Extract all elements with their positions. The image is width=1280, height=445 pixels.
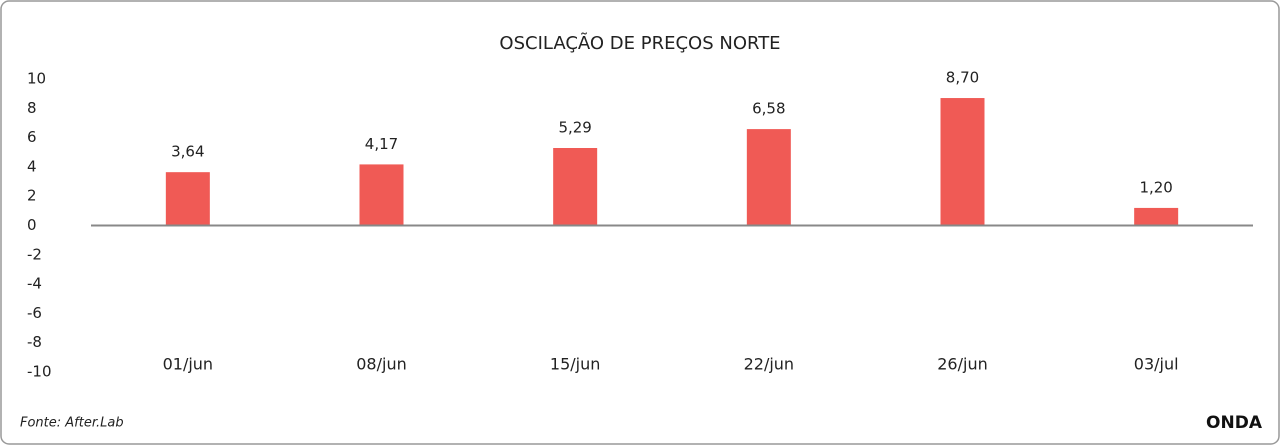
bar	[359, 164, 404, 226]
y-tick-label: -6	[27, 304, 42, 322]
value-label: 4,17	[365, 135, 398, 153]
value-label: 5,29	[558, 119, 591, 137]
bar	[553, 148, 598, 226]
value-label: 1,20	[1139, 178, 1172, 196]
value-label: 8,70	[946, 69, 979, 87]
x-tick-label: 22/jun	[744, 355, 794, 374]
bar	[746, 129, 791, 226]
value-label: 3,64	[171, 143, 204, 161]
brand-logo: ONDA	[1206, 413, 1263, 433]
x-tick-label: 26/jun	[937, 355, 987, 374]
bar	[1134, 207, 1179, 226]
y-tick-label: -4	[27, 275, 42, 293]
source: Fonte: After.Lab	[20, 416, 124, 431]
value-label: 6,58	[752, 100, 785, 118]
y-tick-label: -10	[27, 363, 52, 381]
y-tick-label: 0	[27, 216, 37, 234]
y-tick-label: -2	[27, 245, 42, 263]
bar	[165, 172, 210, 226]
y-tick-label: 10	[27, 70, 46, 88]
y-tick-label: 2	[27, 187, 37, 205]
y-tick-label: 6	[27, 128, 37, 146]
x-tick-label: 03/jul	[1134, 355, 1179, 374]
x-tick-label: 08/jun	[356, 355, 406, 374]
chart-title: OSCILAÇÃO DE PREÇOS NORTE	[499, 32, 780, 54]
y-tick-label: 8	[27, 99, 37, 117]
y-tick-label: 4	[27, 157, 37, 175]
x-tick-label: 01/jun	[163, 355, 213, 374]
y-tick-label: -8	[27, 333, 42, 351]
x-tick-label: 15/jun	[550, 355, 600, 374]
bar	[940, 98, 985, 226]
